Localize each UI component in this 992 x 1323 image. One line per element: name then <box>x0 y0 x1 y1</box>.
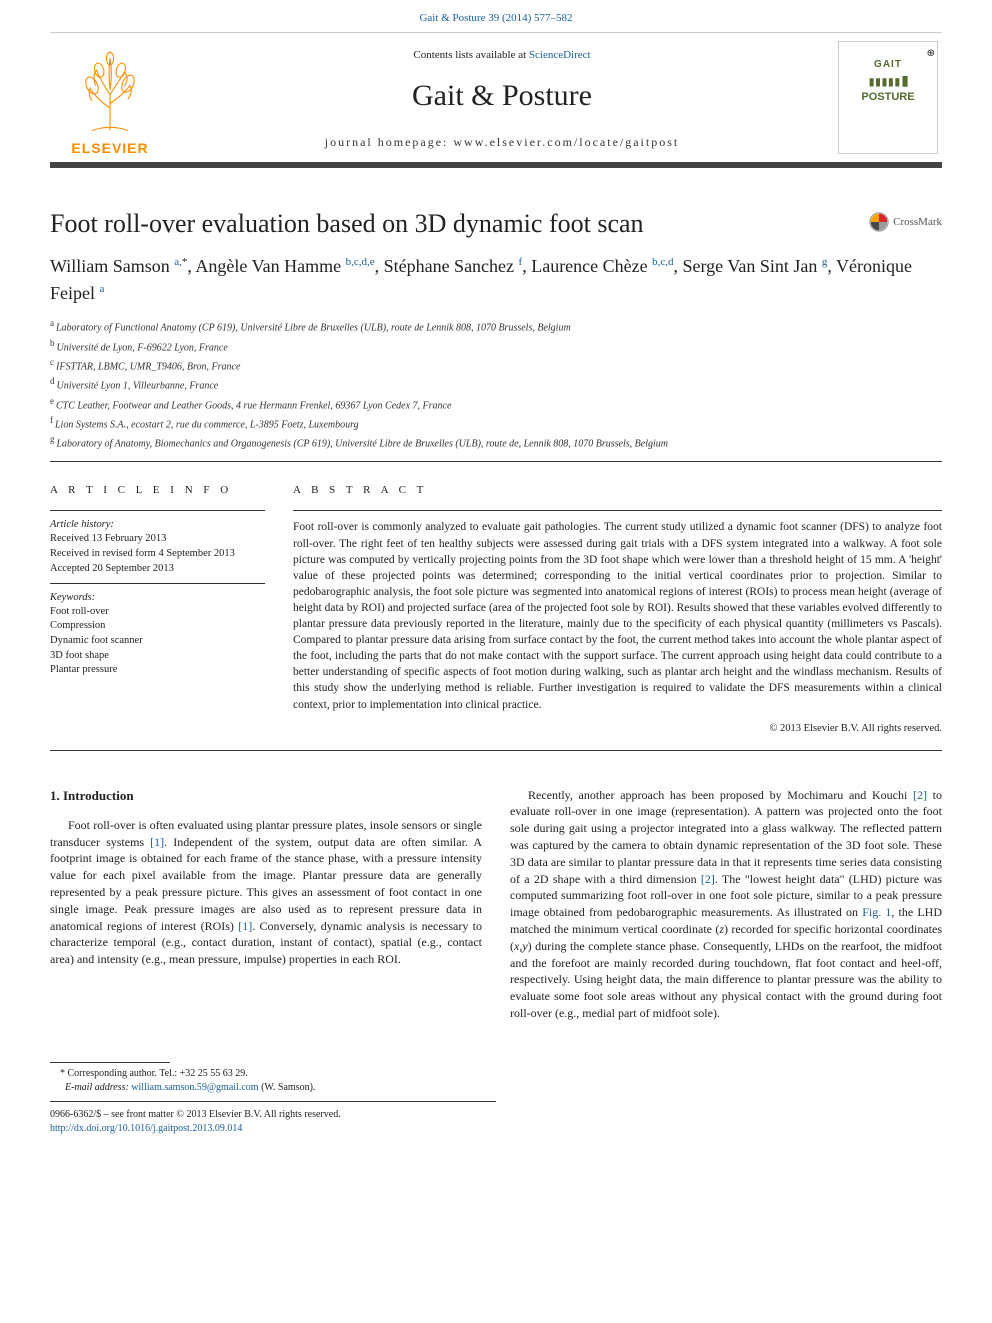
footnote-rule <box>50 1062 170 1063</box>
article-title: Foot roll-over evaluation based on 3D dy… <box>50 208 857 239</box>
journal-cover-icon: ⊕ GAIT ▮▮▮▮▮▮ POSTURE <box>838 41 938 154</box>
sciencedirect-link[interactable]: ScienceDirect <box>529 49 591 61</box>
journal-name: Gait & Posture <box>170 79 834 113</box>
fig-link[interactable]: Fig. 1 <box>862 905 891 919</box>
crossmark-badge[interactable]: CrossMark <box>869 212 942 232</box>
email-label: E-mail address: <box>65 1082 131 1093</box>
history-accepted: Accepted 20 September 2013 <box>50 562 265 577</box>
ref-link[interactable]: [2] <box>913 788 927 802</box>
abstract-text: Foot roll-over is commonly analyzed to e… <box>293 519 942 712</box>
elsevier-tree-icon <box>65 45 155 135</box>
keyword: 3D foot shape <box>50 649 265 664</box>
body-column-left: 1. Introduction Foot roll-over is often … <box>50 787 482 1022</box>
intro-paragraph-1: Foot roll-over is often evaluated using … <box>50 817 482 968</box>
affiliations: aLaboratory of Functional Anatomy (CP 61… <box>50 317 942 451</box>
cover-title-2: POSTURE <box>861 91 914 103</box>
corresponding-author: * Corresponding author. Tel.: +32 25 55 … <box>50 1067 496 1081</box>
ref-link[interactable]: [1] <box>238 919 252 933</box>
homepage-line: journal homepage: www.elsevier.com/locat… <box>170 135 834 150</box>
rule-bottom <box>50 750 942 751</box>
top-citation: Gait & Posture 39 (2014) 577–582 <box>0 0 992 32</box>
keyword: Dynamic foot scanner <box>50 634 265 649</box>
keyword: Plantar pressure <box>50 663 265 678</box>
ref-link[interactable]: [1] <box>150 835 164 849</box>
header-center: Contents lists available at ScienceDirec… <box>170 33 834 162</box>
top-citation-link[interactable]: Gait & Posture 39 (2014) 577–582 <box>419 12 572 24</box>
keywords-label: Keywords: <box>50 592 265 603</box>
section-heading: 1. Introduction <box>50 787 482 805</box>
cover-barcode-icon: ▮▮▮▮▮▮ <box>868 70 909 91</box>
affiliation: bUniversité de Lyon, F-69622 Lyon, Franc… <box>50 337 942 355</box>
footer: * Corresponding author. Tel.: +32 25 55 … <box>50 1062 942 1136</box>
contents-line: Contents lists available at ScienceDirec… <box>170 49 834 61</box>
keyword: Foot roll-over <box>50 605 265 620</box>
affiliation: eCTC Leather, Footwear and Leather Goods… <box>50 395 942 413</box>
history-label: Article history: <box>50 519 265 530</box>
abstract-column: A B S T R A C T Foot roll-over is common… <box>293 484 942 733</box>
cover-crossmark-icon: ⊕ <box>927 48 935 59</box>
header-bar: ELSEVIER Contents lists available at Sci… <box>50 32 942 168</box>
contents-prefix: Contents lists available at <box>413 49 528 61</box>
abstract-heading: A B S T R A C T <box>293 484 942 496</box>
affiliation: dUniversité Lyon 1, Villeurbanne, France <box>50 375 942 393</box>
info-heading: A R T I C L E I N F O <box>50 484 265 496</box>
ref-link[interactable]: [2] <box>701 872 715 886</box>
intro-paragraph-2: Recently, another approach has been prop… <box>510 787 942 1022</box>
history-received: Received 13 February 2013 <box>50 532 265 547</box>
affiliation: aLaboratory of Functional Anatomy (CP 61… <box>50 317 942 335</box>
authors: William Samson a,*, Angèle Van Hamme b,c… <box>50 253 942 307</box>
cover-title-1: GAIT <box>874 59 902 70</box>
keyword: Compression <box>50 619 265 634</box>
rule-info-2 <box>50 583 265 584</box>
affiliation: gLaboratory of Anatomy, Biomechanics and… <box>50 433 942 451</box>
body-column-right: Recently, another approach has been prop… <box>510 787 942 1022</box>
elsevier-logo-box: ELSEVIER <box>50 33 170 162</box>
affiliation: fLion Systems S.A., ecostart 2, rue du c… <box>50 414 942 432</box>
rule-info-1 <box>50 510 265 511</box>
email-link[interactable]: william.samson.59@gmail.com <box>131 1082 258 1093</box>
email-suffix: (W. Samson). <box>259 1082 316 1093</box>
crossmark-icon <box>869 212 889 232</box>
history-revised: Received in revised form 4 September 201… <box>50 547 265 562</box>
rule-abstract <box>293 510 942 511</box>
affiliation: cIFSTTAR, LBMC, UMR_T9406, Bron, France <box>50 356 942 374</box>
doi-link[interactable]: http://dx.doi.org/10.1016/j.gaitpost.201… <box>50 1123 242 1134</box>
article-info: A R T I C L E I N F O Article history: R… <box>50 484 265 733</box>
crossmark-label: CrossMark <box>893 216 942 228</box>
copyright: © 2013 Elsevier B.V. All rights reserved… <box>293 723 942 734</box>
elsevier-text: ELSEVIER <box>60 140 160 156</box>
rule-top <box>50 461 942 462</box>
issn-line: 0966-6362/$ – see front matter © 2013 El… <box>50 1108 942 1122</box>
